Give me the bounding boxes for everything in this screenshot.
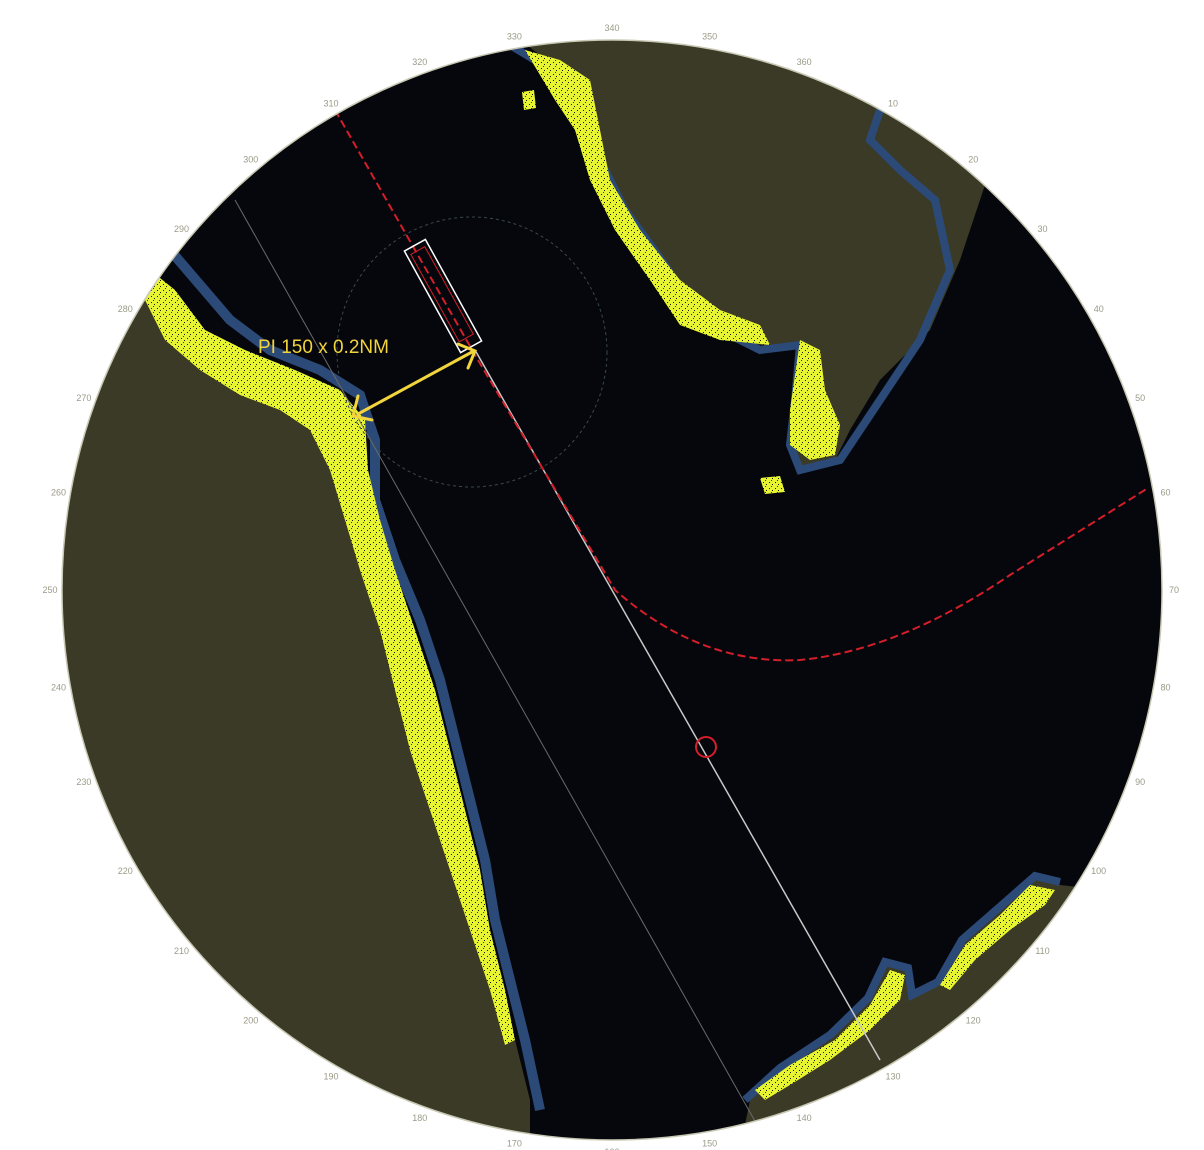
bearing-label: 160 [604, 1147, 619, 1150]
bearing-label: 230 [76, 777, 91, 787]
bearing-label: 360 [797, 57, 812, 67]
land-upper-right [520, 40, 1000, 470]
radar-echo-lower-right-2 [940, 885, 1055, 990]
circle-target-icon[interactable] [695, 736, 717, 758]
bearing-label: 190 [323, 1072, 338, 1082]
bearing-label: 120 [966, 1016, 981, 1026]
bearing-ring [61, 39, 1163, 1141]
bearing-label: 80 [1160, 683, 1170, 693]
bearing-label: 270 [76, 393, 91, 403]
radar-echo-lower-right [755, 970, 905, 1100]
bearing-label: 30 [1037, 224, 1047, 234]
bearing-label: 50 [1135, 393, 1145, 403]
bearing-label: 40 [1094, 304, 1104, 314]
bearing-label: 90 [1135, 777, 1145, 787]
bearing-label: 20 [968, 155, 978, 165]
bearing-label: 340 [604, 23, 619, 33]
bearing-label: 350 [702, 32, 717, 42]
parallel-index-line [234, 199, 761, 1131]
bearing-label: 330 [507, 32, 522, 42]
bearing-label: 280 [118, 304, 133, 314]
bearing-label: 150 [702, 1139, 717, 1149]
radar-echo-upper-right-point [790, 340, 840, 460]
bearing-label: 210 [174, 946, 189, 956]
bearing-label: 250 [42, 585, 57, 595]
coast-outline-lower-right [742, 871, 1061, 1103]
planned-track [334, 109, 1149, 662]
bearing-scale: 310 320 330 340 350 360 10 20 30 40 50 60 70 80 90 100 1… [42, 23, 1179, 1150]
radar-echo-islet [522, 90, 536, 110]
radar-echo-upper-right [525, 50, 770, 345]
bearing-label: 310 [323, 98, 338, 108]
bearing-label: 260 [51, 487, 66, 497]
coast-outline-left [166, 246, 545, 1112]
own-ship-icon[interactable] [403, 238, 483, 354]
bearing-label: 200 [243, 1016, 258, 1026]
bearing-label: 170 [507, 1139, 522, 1149]
bearing-label: 140 [797, 1113, 812, 1123]
bearing-label: 240 [51, 683, 66, 693]
parallel-index-label: PI 150 x 0.2NM [258, 337, 389, 358]
bearing-label: 220 [118, 866, 133, 876]
bearing-label: 180 [412, 1113, 427, 1123]
double-headed-arrow-icon [351, 342, 477, 422]
bearing-label: 300 [243, 155, 258, 165]
bearing-label: 100 [1091, 866, 1106, 876]
bearing-label: 10 [888, 98, 898, 108]
radar-echo-left [145, 270, 515, 1045]
bearing-label: 290 [174, 224, 189, 234]
bearing-label: 110 [1035, 946, 1049, 956]
bearing-label: 60 [1160, 487, 1170, 497]
bearing-label: 320 [412, 57, 427, 67]
variable-range-ring [336, 216, 608, 488]
bearing-label: 70 [1169, 585, 1179, 595]
bearing-label: 130 [885, 1072, 900, 1082]
radar-echo-islet [760, 476, 785, 494]
